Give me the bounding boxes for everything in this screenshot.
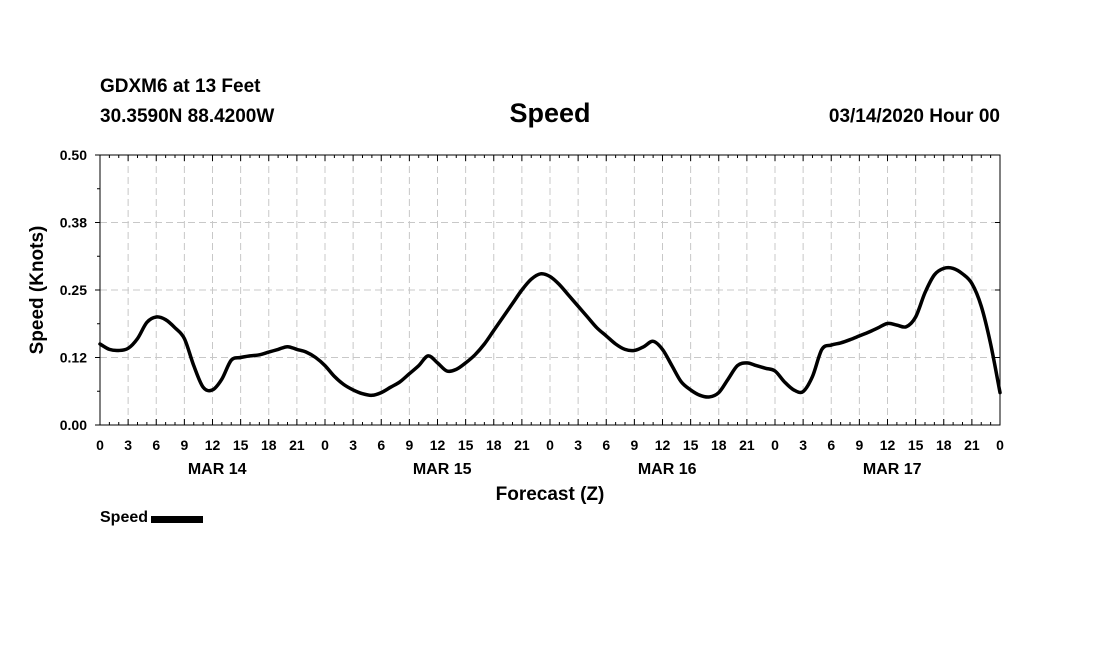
x-tick-label: 0	[321, 437, 329, 453]
x-tick-label: 18	[261, 437, 277, 453]
x-tick-label: 9	[630, 437, 638, 453]
x-tick-label: 21	[289, 437, 305, 453]
x-tick-label: 12	[430, 437, 446, 453]
x-tick-label: 18	[486, 437, 502, 453]
x-tick-label: 0	[96, 437, 104, 453]
y-tick-label: 0.12	[60, 350, 87, 366]
x-tick-label: 6	[602, 437, 610, 453]
legend-label: Speed	[100, 509, 149, 526]
x-tick-label: 6	[152, 437, 160, 453]
x-tick-label: 9	[180, 437, 188, 453]
y-tick-label: 0.00	[60, 417, 87, 433]
x-tick-label: 3	[349, 437, 357, 453]
x-tick-label: 18	[711, 437, 727, 453]
y-tick-label: 0.50	[60, 147, 87, 163]
x-tick-label: 18	[936, 437, 952, 453]
y-tick-label: 0.25	[60, 282, 87, 298]
forecast-datestamp: 03/14/2020 Hour 00	[828, 106, 1000, 127]
x-tick-label: 0	[771, 437, 779, 453]
x-tick-label: 15	[908, 437, 924, 453]
x-tick-label: 21	[964, 437, 980, 453]
x-tick-label: 0	[996, 437, 1004, 453]
x-tick-label: 9	[855, 437, 863, 453]
x-tick-label: 9	[405, 437, 413, 453]
x-tick-label: 21	[514, 437, 530, 453]
y-axis-label: Speed (Knots)	[27, 226, 48, 355]
coordinates-label: 30.3590N 88.4200W	[100, 106, 275, 127]
day-label: MAR 15	[413, 461, 472, 478]
x-tick-label: 12	[880, 437, 896, 453]
day-label: MAR 14	[188, 461, 247, 478]
legend-swatch	[151, 516, 204, 523]
x-tick-label: 3	[574, 437, 582, 453]
x-tick-label: 12	[205, 437, 221, 453]
chart-title: Speed	[509, 98, 591, 128]
x-tick-label: 12	[655, 437, 671, 453]
station-label: GDXM6 at 13 Feet	[100, 76, 261, 97]
legend: Speed	[100, 509, 204, 527]
x-tick-label: 15	[683, 437, 699, 453]
x-tick-label: 6	[827, 437, 835, 453]
day-label: MAR 16	[638, 461, 697, 478]
y-tick-label: 0.38	[60, 215, 87, 231]
x-tick-label: 21	[739, 437, 755, 453]
x-tick-label: 15	[458, 437, 474, 453]
x-tick-label: 6	[377, 437, 385, 453]
day-label: MAR 17	[863, 461, 922, 478]
x-tick-label: 0	[546, 437, 554, 453]
series-line-speed	[98, 265, 1002, 399]
x-tick-label: 3	[799, 437, 807, 453]
x-tick-label: 3	[124, 437, 132, 453]
x-axis-label: Forecast (Z)	[496, 484, 605, 505]
x-tick-label: 15	[233, 437, 249, 453]
